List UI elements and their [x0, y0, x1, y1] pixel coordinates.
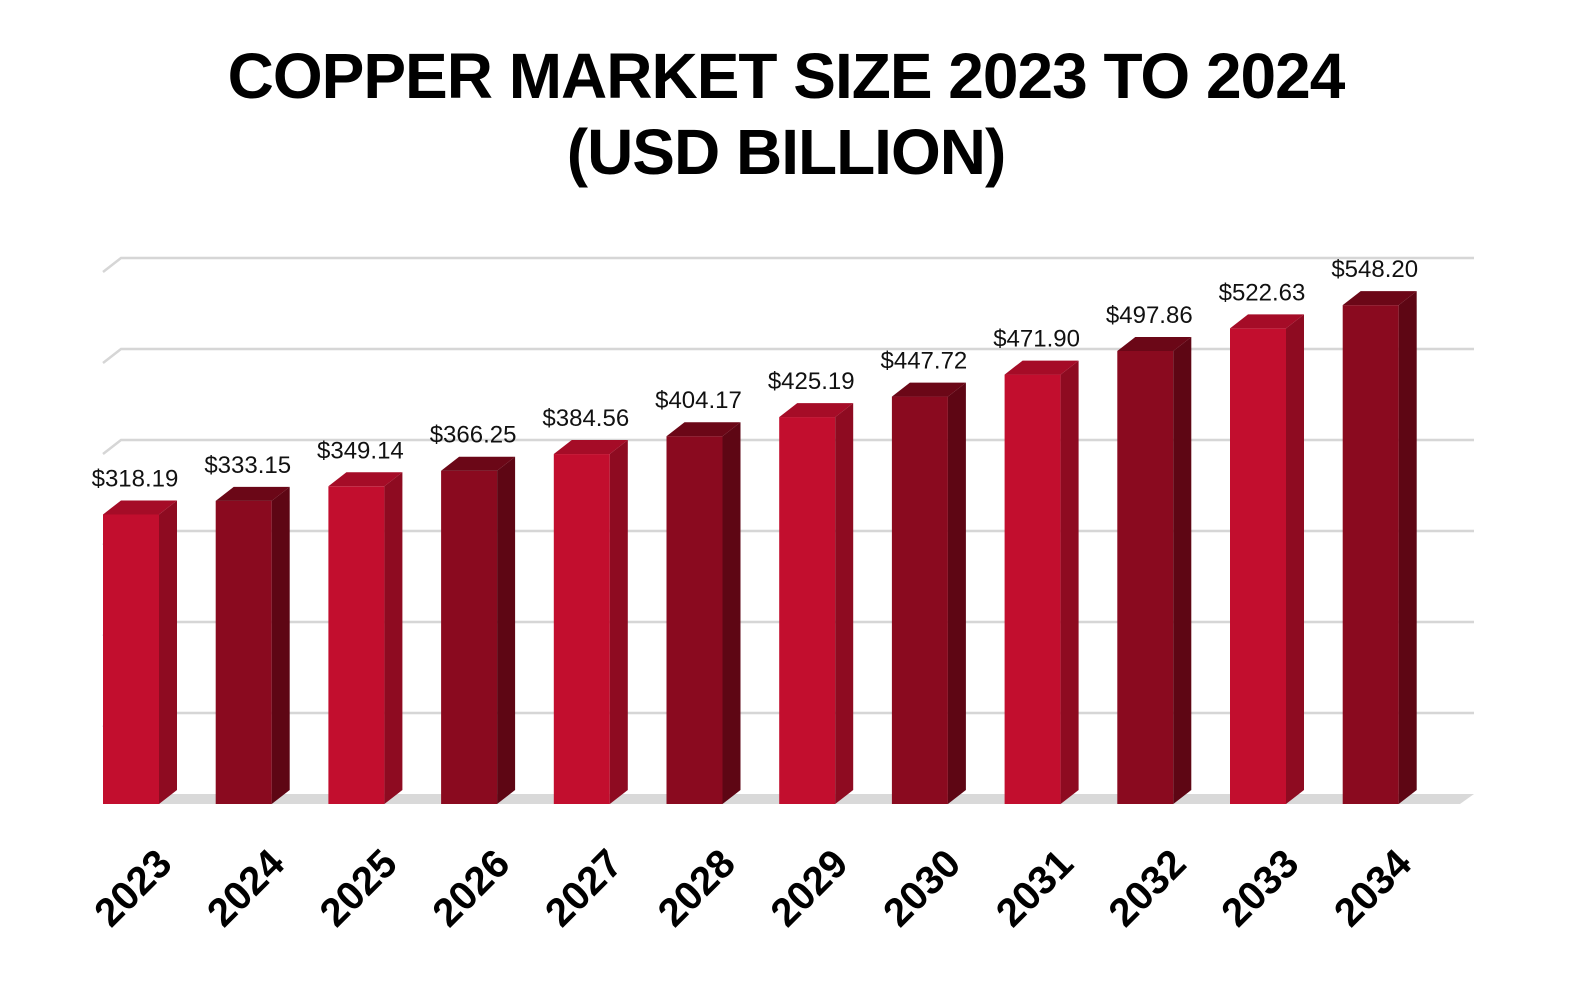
bar-side: [384, 472, 403, 804]
bar-side: [271, 486, 290, 804]
bar-side: [1173, 336, 1192, 804]
bar-side: [159, 500, 177, 804]
bar-side: [1286, 314, 1304, 804]
bar-top: [1004, 360, 1079, 375]
bar-front: [553, 454, 610, 804]
bar-2025: [328, 472, 403, 804]
bar-front: [441, 470, 498, 804]
x-tick-2023: 2023: [86, 841, 180, 935]
bar-side: [1060, 360, 1079, 804]
bar-front: [1342, 305, 1399, 804]
bar-top: [215, 486, 290, 501]
x-tick-2031: 2031: [988, 841, 1082, 935]
bar-top: [1117, 336, 1192, 351]
bar-top: [1230, 314, 1304, 329]
chart-title: COPPER MARKET SIZE 2023 TO 2024 (USD BIL…: [0, 38, 1572, 190]
bar-top: [779, 403, 854, 418]
bar-2028: [666, 422, 741, 804]
x-tick-2026: 2026: [424, 841, 518, 935]
bar-2034: [1342, 291, 1417, 804]
bar-2024: [215, 486, 290, 804]
bar-front: [891, 396, 948, 804]
data-label-2024: $333.15: [204, 452, 291, 479]
bar-top: [103, 500, 177, 515]
x-tick-2024: 2024: [199, 841, 294, 936]
bar-front: [666, 436, 723, 804]
data-label-2029: $425.19: [768, 368, 855, 395]
bar-front: [779, 417, 836, 804]
x-tick-2033: 2033: [1213, 841, 1307, 935]
data-label-2025: $349.14: [317, 437, 404, 464]
data-label-2031: $471.90: [993, 326, 1080, 353]
data-label-2032: $497.86: [1106, 302, 1193, 329]
bar-top: [666, 422, 741, 437]
bar-2026: [441, 456, 516, 804]
bar-2023: [103, 500, 177, 804]
x-tick-2027: 2027: [537, 841, 631, 935]
data-label-2028: $404.17: [655, 387, 742, 414]
bar-top: [441, 456, 516, 471]
bar-2027: [553, 440, 628, 804]
bar-front: [1004, 374, 1061, 804]
x-tick-2029: 2029: [762, 841, 856, 935]
x-tick-2025: 2025: [312, 841, 406, 935]
data-label-2034: $548.20: [1331, 256, 1418, 283]
bar-side: [609, 440, 628, 804]
x-tick-2034: 2034: [1326, 841, 1421, 936]
data-label-2026: $366.25: [430, 422, 517, 449]
bar-2032: [1117, 336, 1192, 804]
x-tick-2032: 2032: [1101, 841, 1195, 935]
x-axis-ticks: 2023 2024 2025 2026 2027 2028 2029 2030 2031 2032…: [86, 841, 1420, 936]
bar-front: [1230, 328, 1286, 804]
bar-top: [328, 472, 403, 487]
bar-front: [1117, 350, 1174, 804]
bar-front: [215, 500, 272, 804]
bars: [103, 291, 1417, 804]
data-label-2027: $384.56: [542, 405, 629, 432]
bar-2030: [891, 382, 966, 804]
chart-title-line-2: (USD BILLION): [566, 116, 1007, 188]
bar-2029: [779, 403, 854, 804]
bar-front: [328, 486, 385, 804]
bar-2033: [1230, 314, 1304, 804]
gridline: [102, 256, 1474, 273]
data-label-2023: $318.19: [92, 465, 179, 492]
bar-side: [497, 456, 516, 804]
bar-side: [947, 382, 966, 804]
bar-side: [1398, 291, 1417, 804]
bar-2031: [1004, 360, 1079, 804]
bar-side: [835, 403, 854, 804]
chart-title-line-1: COPPER MARKET SIZE 2023 TO 2024: [227, 40, 1346, 112]
x-tick-2030: 2030: [875, 841, 969, 935]
gridline: [102, 347, 1474, 364]
value-labels: $318.19 $333.15 $349.14 $366.25 $384.56 $404.…: [92, 256, 1418, 492]
x-tick-2028: 2028: [650, 841, 744, 935]
data-label-2033: $522.63: [1219, 279, 1306, 306]
data-label-2030: $447.72: [881, 348, 968, 375]
bar-top: [553, 440, 628, 455]
bar-top: [1342, 291, 1417, 306]
bar-front: [103, 514, 159, 804]
bar-side: [722, 422, 741, 804]
bar-top: [891, 382, 966, 397]
